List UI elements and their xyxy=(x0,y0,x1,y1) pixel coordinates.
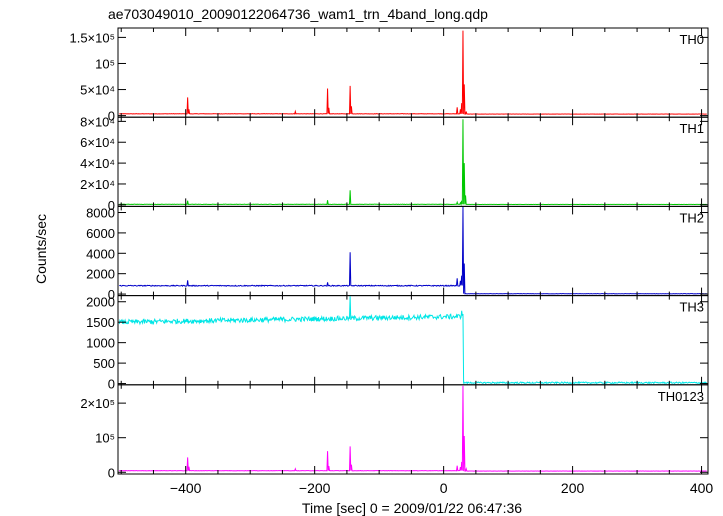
series-line-th0123 xyxy=(119,385,707,472)
panel-frame xyxy=(117,384,709,475)
panel-label: TH2 xyxy=(679,210,704,225)
y-tick-label: 0 xyxy=(108,198,115,213)
chart-title: ae703049010_20090122064736_wam1_trn_4ban… xyxy=(108,6,488,22)
y-tick-label: 4000 xyxy=(86,246,115,261)
y-tick-label: 500 xyxy=(93,356,115,371)
y-tick-label: 10⁵ xyxy=(95,431,115,446)
y-tick-label: 10⁵ xyxy=(95,56,115,71)
panel-frame xyxy=(117,116,709,207)
y-tick-label: 8000 xyxy=(86,206,115,221)
x-tick-label: −400 xyxy=(170,480,202,496)
x-tick-label: 400 xyxy=(690,480,714,496)
y-tick-label: 4×10⁴ xyxy=(80,156,115,171)
series-line-th2 xyxy=(119,206,707,295)
panel-th2: TH2 0 2000 4000 6000 8000 xyxy=(86,205,709,302)
y-tick-label: 2000 xyxy=(86,295,115,310)
y-tick-label: 2×10⁴ xyxy=(80,177,115,192)
panel-label: TH1 xyxy=(679,121,704,136)
y-tick-label: 1500 xyxy=(86,315,115,330)
x-tick-label: −200 xyxy=(299,480,331,496)
y-tick-label: 5×10⁴ xyxy=(80,83,115,98)
y-tick-label: 0 xyxy=(108,377,115,392)
y-tick-label: 0 xyxy=(108,287,115,302)
series-line-th0 xyxy=(119,30,707,115)
panel-th3: TH3 0 500 1000 1500 2000 xyxy=(86,295,709,392)
panel-th0: TH0 0 5×10⁴ 10⁵ 1.5×10⁵ xyxy=(69,27,709,124)
x-axis-label: Time [sec] 0 = 2009/01/22 06:47:36 xyxy=(302,500,522,516)
x-tick-label: 200 xyxy=(561,480,585,496)
panel-th0123: TH0123 0 10⁵ 2×10⁵ xyxy=(80,384,709,480)
panel-frame xyxy=(117,295,709,386)
y-tick-label: 0 xyxy=(108,109,115,124)
y-tick-label: 6×10⁴ xyxy=(80,135,115,150)
y-tick-label: 2000 xyxy=(86,267,115,282)
y-tick-label: 1000 xyxy=(86,336,115,351)
y-tick-label: 2×10⁵ xyxy=(80,396,115,411)
series-line-th1 xyxy=(119,119,707,206)
x-tick-label: 0 xyxy=(440,480,448,496)
y-tick-label: 1.5×10⁵ xyxy=(69,30,115,45)
panel-label: TH0123 xyxy=(658,389,704,404)
panel-frame xyxy=(117,205,709,297)
panel-label: TH0 xyxy=(679,32,704,47)
panel-label: TH3 xyxy=(679,300,704,315)
y-tick-label: 8×10⁴ xyxy=(80,114,115,129)
panel-th1: TH1 0 2×10⁴ 4×10⁴ 6×10⁴ 8×10⁴ xyxy=(80,114,709,213)
panels-group: TH0 0 5×10⁴ 10⁵ 1.5×10⁵ TH1 0 2×10⁴ 4×10⁴ 6×10⁴ 8×… xyxy=(69,27,709,480)
y-axis-label: Counts/sec xyxy=(33,214,49,284)
x-axis: −400 −200 0 200 400 xyxy=(170,480,714,496)
panel-frame xyxy=(117,27,709,118)
y-tick-label: 0 xyxy=(108,465,115,480)
y-tick-label: 6000 xyxy=(86,226,115,241)
series-line-th3 xyxy=(118,296,707,385)
